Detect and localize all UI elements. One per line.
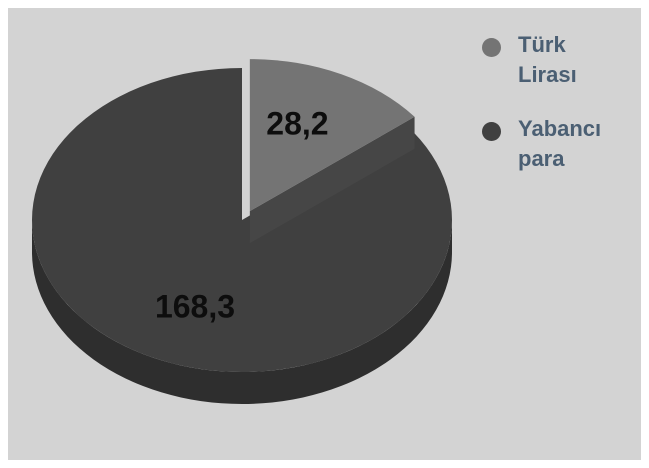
legend-label-yabanci-para-line2: para <box>518 146 565 171</box>
data-label-yabanci-para: 168,3 <box>155 288 235 324</box>
pie-top-turk-lirasi <box>249 59 415 212</box>
pie-top-yabanci-para <box>31 67 452 372</box>
pie-side-yabanci-para <box>32 220 452 404</box>
legend-label-turk-lirasi-line1: Türk <box>518 32 566 57</box>
pie-cut-turk-lirasi <box>249 116 415 244</box>
legend-label-yabanci-para-line1: Yabancı <box>518 116 602 141</box>
pie-slice-yabanci-para <box>31 67 452 404</box>
legend-swatch-yabanci-para <box>482 122 501 141</box>
legend-label-turk-lirasi-line2: Lirası <box>518 62 577 87</box>
legend-swatch-turk-lirasi <box>482 38 501 57</box>
pie-slice-turk-lirasi <box>249 59 415 244</box>
data-label-turk-lirasi: 28,2 <box>266 106 328 142</box>
